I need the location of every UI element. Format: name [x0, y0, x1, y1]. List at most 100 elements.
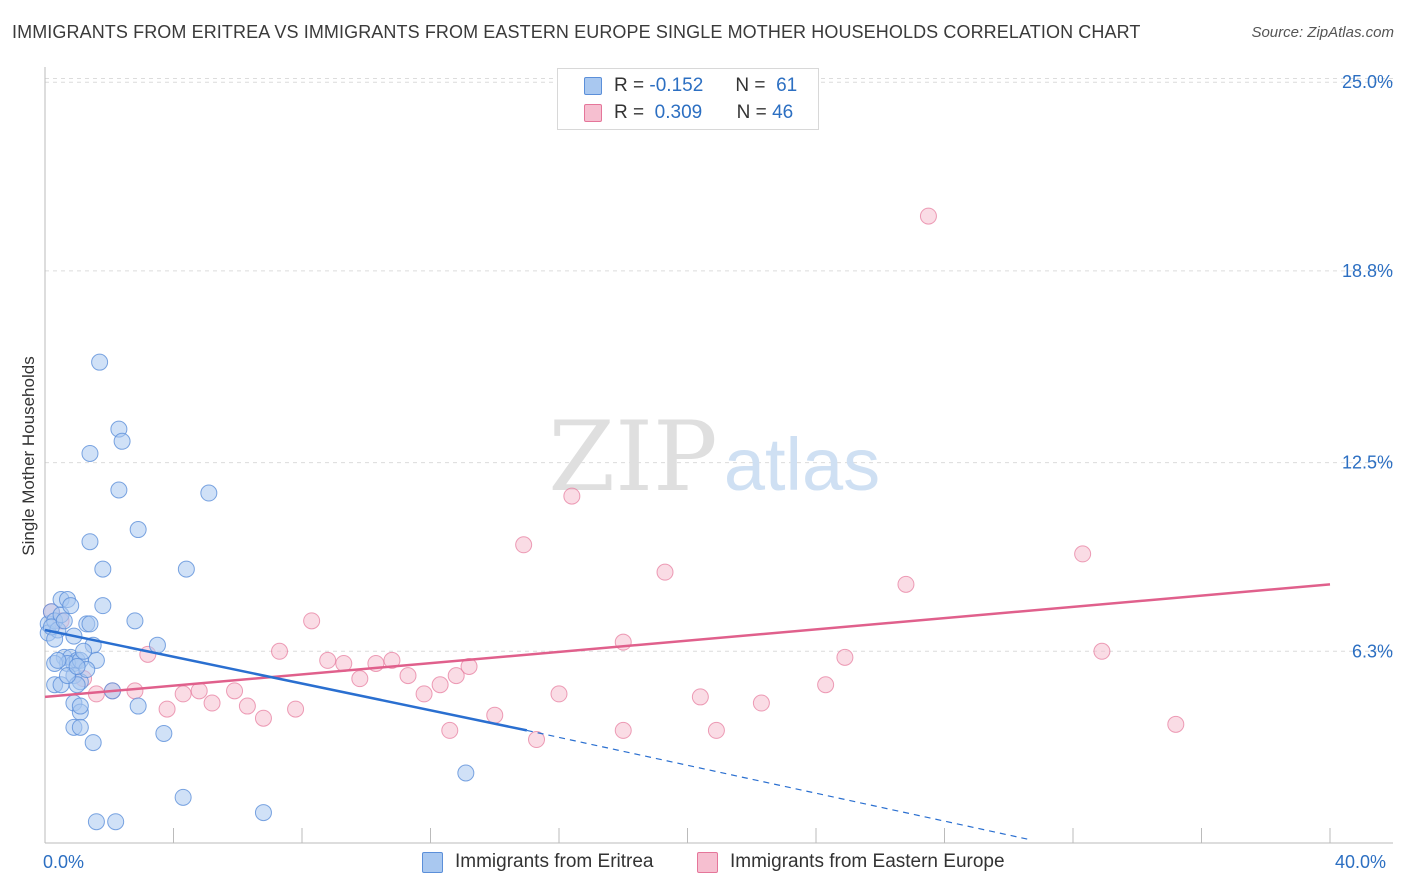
eritrea-point: [55, 612, 73, 630]
eritrea-point: [62, 597, 80, 615]
eastern-europe-point: [486, 706, 504, 724]
eastern-europe-point: [707, 721, 725, 739]
eastern-europe-point: [190, 682, 208, 700]
eritrea-point: [110, 481, 128, 499]
chart-title: IMMIGRANTS FROM ERITREA VS IMMIGRANTS FR…: [12, 22, 1141, 42]
eritrea-point: [81, 615, 99, 633]
eritrea-point: [91, 353, 109, 371]
eastern-europe-point: [919, 207, 937, 225]
eastern-europe-point: [415, 685, 433, 703]
legend-r-value: -0.152: [649, 75, 704, 96]
eritrea-point: [81, 444, 99, 462]
eastern-europe-point: [351, 670, 369, 688]
y-tick-label: 25.0%: [1342, 72, 1393, 92]
eastern-europe-point: [431, 676, 449, 694]
eastern-europe-point: [528, 731, 546, 749]
x-tick-label-min: 0.0%: [43, 852, 85, 872]
eritrea-point: [177, 560, 195, 578]
eastern-europe-point: [752, 694, 770, 712]
eritrea-point: [94, 560, 112, 578]
eritrea-point: [254, 804, 272, 822]
eritrea-point: [155, 724, 173, 742]
eastern-europe-point: [399, 667, 417, 685]
legend-row-eastern-europe: R = 0.309 N = 46: [584, 100, 793, 126]
eastern-europe-point: [656, 563, 674, 581]
eastern-europe-point: [550, 685, 568, 703]
x-tick-label-max: 40.0%: [1335, 852, 1387, 872]
series-eritrea-points: [39, 353, 475, 831]
eritrea-point: [75, 642, 93, 660]
eritrea-point: [107, 813, 125, 831]
bottom-legend-eritrea: Immigrants from Eritrea: [422, 851, 653, 873]
legend-n-label: N =: [736, 102, 767, 123]
eritrea-point: [113, 432, 131, 450]
legend-n-value: 46: [772, 102, 794, 123]
legend-swatch-eastern-europe: [584, 104, 602, 122]
bottom-legend-swatch-eritrea: [422, 851, 443, 873]
eritrea-point: [84, 734, 102, 752]
eastern-europe-point: [254, 709, 272, 727]
eritrea-point: [457, 764, 475, 782]
y-tick-label: 6.3%: [1352, 641, 1393, 661]
eastern-europe-point: [447, 667, 465, 685]
eritrea-point: [129, 697, 147, 715]
eastern-europe-point: [836, 648, 854, 666]
eastern-europe-point: [383, 651, 401, 669]
eritrea-point: [71, 718, 89, 736]
eritrea-point: [126, 612, 144, 630]
legend-n-label: N =: [735, 75, 766, 96]
eastern-europe-point: [614, 721, 632, 739]
eritrea-point: [68, 657, 86, 675]
eritrea-point: [71, 697, 89, 715]
trend-lines: [44, 583, 1331, 841]
watermark: ZIP atlas: [548, 401, 880, 513]
y-tick-label: 12.5%: [1342, 453, 1393, 473]
eastern-europe-point: [1093, 642, 1111, 660]
eastern-europe-point: [515, 536, 533, 554]
eastern-europe-point: [563, 487, 581, 505]
trend-line-eastern-europe: [44, 583, 1331, 699]
eastern-europe-point: [174, 685, 192, 703]
eastern-europe-point: [691, 688, 709, 706]
eritrea-point: [81, 533, 99, 551]
source-label: Source: ZipAtlas.com: [1251, 24, 1394, 41]
bottom-legend-label-eastern-europe: Immigrants from Eastern Europe: [730, 851, 1005, 872]
eastern-europe-point: [303, 612, 321, 630]
grid-lines: [45, 78, 1393, 652]
eastern-europe-point: [319, 651, 337, 669]
eritrea-point: [174, 788, 192, 806]
legend-swatch-eritrea: [584, 77, 602, 95]
eastern-europe-point: [126, 682, 144, 700]
eastern-europe-point: [203, 694, 221, 712]
bottom-legend-swatch-eastern-europe: [697, 851, 718, 873]
legend-r-label: R =: [614, 102, 645, 123]
eritrea-point: [129, 521, 147, 539]
eastern-europe-point: [1074, 545, 1092, 563]
bottom-legend-eastern-europe: Immigrants from Eastern Europe: [697, 851, 1005, 873]
eastern-europe-point: [897, 575, 915, 593]
trend-line-eritrea: [44, 628, 528, 732]
trend-line-eritrea-extension: [526, 729, 1032, 841]
eritrea-point: [49, 651, 67, 669]
watermark-atlas: atlas: [724, 423, 880, 506]
eritrea-point: [94, 597, 112, 615]
bottom-legend-label-eritrea: Immigrants from Eritrea: [455, 851, 654, 872]
eastern-europe-point: [441, 721, 459, 739]
eastern-europe-point: [238, 697, 256, 715]
eastern-europe-point: [226, 682, 244, 700]
y-tick-labels: 25.0% 18.8% 12.5% 6.3%: [1342, 72, 1393, 661]
eastern-europe-point: [817, 676, 835, 694]
eastern-europe-point: [1167, 715, 1185, 733]
eastern-europe-point: [460, 657, 478, 675]
legend-r-label: R =: [614, 75, 645, 96]
eastern-europe-point: [158, 700, 176, 718]
axes: [44, 67, 1393, 844]
eritrea-point: [200, 484, 218, 502]
eritrea-point: [148, 636, 166, 654]
eastern-europe-point: [271, 642, 289, 660]
y-tick-label: 18.8%: [1342, 261, 1393, 281]
legend-n-value: 61: [776, 75, 798, 96]
legend-r-value: 0.309: [654, 102, 703, 123]
legend-box: R = -0.152 N = 61 R = 0.309 N = 46: [557, 68, 819, 130]
